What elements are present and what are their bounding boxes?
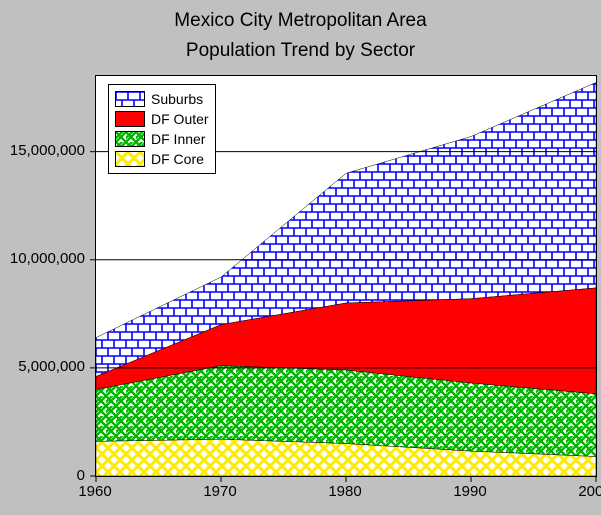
chart-container: Mexico City Metropolitan Area Population…: [0, 0, 601, 515]
x-tick-label: 2000: [565, 483, 601, 500]
x-tick-label: 1980: [315, 483, 375, 500]
legend-swatch: [115, 91, 145, 107]
y-tick-label: 10,000,000: [0, 250, 85, 267]
legend-swatch: [115, 151, 145, 167]
x-tick-label: 1960: [65, 483, 125, 500]
legend-row: DF Core: [115, 149, 209, 169]
legend-row: Suburbs: [115, 89, 209, 109]
legend-label: DF Inner: [151, 131, 205, 147]
legend-swatch: [115, 131, 145, 147]
y-tick-label: 15,000,000: [0, 142, 85, 159]
legend-row: DF Outer: [115, 109, 209, 129]
chart-title-line2: Population Trend by Sector: [0, 40, 601, 62]
y-tick-label: 5,000,000: [0, 358, 85, 375]
legend-label: Suburbs: [151, 91, 203, 107]
y-tick-label: 0: [0, 467, 85, 484]
x-tick-label: 1990: [440, 483, 500, 500]
legend: Suburbs DF Outer DF Inner DF Core: [108, 84, 216, 174]
chart-title-line1: Mexico City Metropolitan Area: [0, 10, 601, 32]
x-tick-label: 1970: [190, 483, 250, 500]
legend-label: DF Outer: [151, 111, 209, 127]
legend-row: DF Inner: [115, 129, 209, 149]
legend-swatch: [115, 111, 145, 127]
legend-label: DF Core: [151, 151, 204, 167]
